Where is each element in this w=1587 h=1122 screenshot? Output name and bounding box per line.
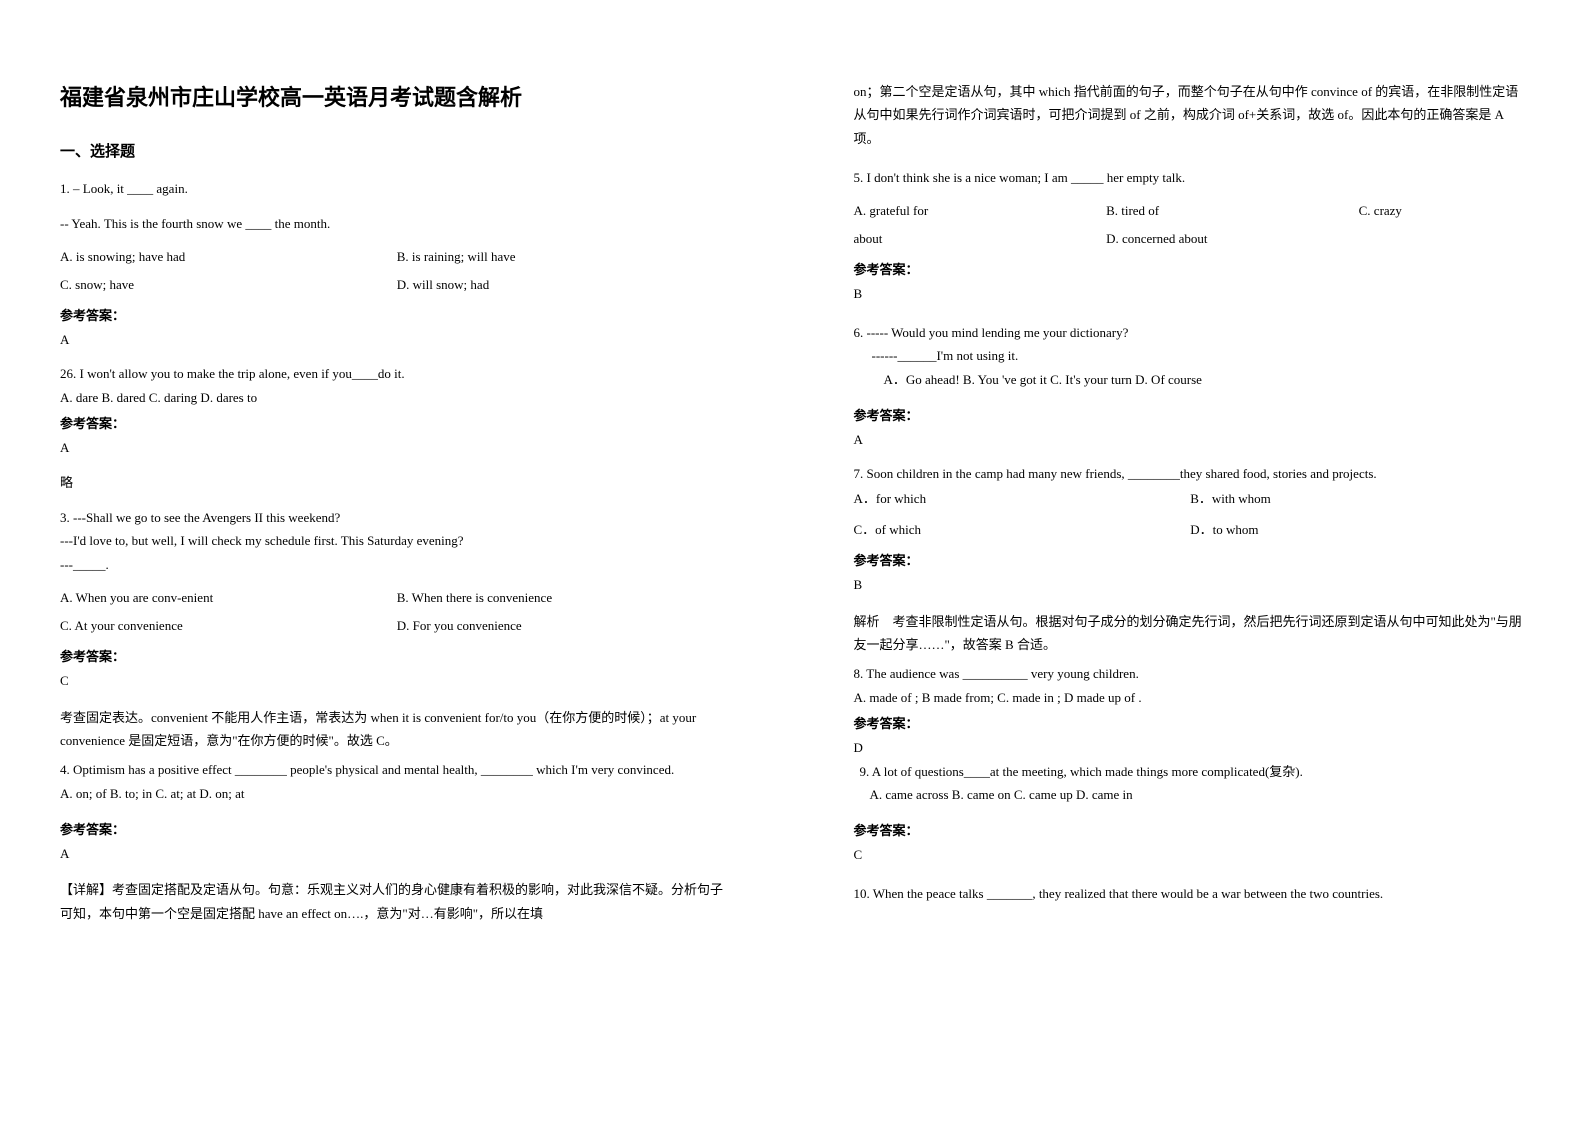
q5-optC: C. crazy [1359, 203, 1527, 219]
q7-optD: D．to whom [1190, 519, 1527, 538]
q9-ans: C [854, 845, 1528, 866]
q1-ans: A [60, 330, 734, 351]
q1-ans-label: 参考答案： [60, 305, 734, 324]
q7-ans-label: 参考答案： [854, 550, 1528, 569]
q7-optA: A．for which [854, 488, 1191, 507]
q26-stem: 26. I won't allow you to make the trip a… [60, 364, 734, 384]
q7-optB: B．with whom [1190, 488, 1527, 507]
q5-ans-label: 参考答案： [854, 259, 1528, 278]
q4-opts: A. on; of B. to; in C. at; at D. on; at [60, 784, 734, 805]
q3-optC: C. At your convenience [60, 618, 397, 634]
page-title: 福建省泉州市庄山学校高一英语月考试题含解析 [60, 80, 734, 112]
q6-ans: A [854, 430, 1528, 451]
q3-ans-label: 参考答案： [60, 646, 734, 665]
q1-optC: C. snow; have [60, 277, 397, 293]
q4-ans: A [60, 844, 734, 865]
q8-stem: 8. The audience was __________ very youn… [854, 664, 1528, 684]
q9-opts: A. came across B. came on C. came up D. … [854, 785, 1528, 806]
q7-ans: B [854, 575, 1528, 596]
q26-ans: A [60, 438, 734, 459]
q10-stem: 10. When the peace talks _______, they r… [854, 884, 1528, 905]
q7-optC: C．of which [854, 519, 1191, 538]
q9-stem: 9. A lot of questions____at the meeting,… [854, 762, 1528, 782]
q6-opts: A．Go ahead! B. You 've got it C. It's yo… [854, 370, 1528, 391]
q3-stem2: ---I'd love to, but well, I will check m… [60, 531, 734, 551]
q5-optD: D. concerned about [1106, 231, 1527, 247]
q5-optA: A. grateful for [854, 203, 1107, 219]
q7-explain: 解析 考查非限制性定语从句。根据对句子成分的划分确定先行词，然后把先行词还原到定… [854, 610, 1528, 657]
q3-optB: B. When there is convenience [397, 590, 734, 606]
q6-stem1: 6. ----- Would you mind lending me your … [854, 323, 1528, 343]
q4-stem: 4. Optimism has a positive effect ______… [60, 760, 734, 780]
q26-skip: 略 [60, 473, 734, 494]
q1-stem1: 1. – Look, it ____ again. [60, 179, 734, 200]
q4-ans-label: 参考答案： [60, 819, 734, 838]
q7-stem: 7. Soon children in the camp had many ne… [854, 464, 1528, 484]
q1-optA: A. is snowing; have had [60, 249, 397, 265]
q8-ans: D [854, 738, 1528, 758]
q1-optD: D. will snow; had [397, 277, 734, 293]
q5-stem: 5. I don't think she is a nice woman; I … [854, 168, 1528, 189]
q3-stem3: ---_____. [60, 555, 734, 576]
q8-opts: A. made of ; B made from; C. made in ; D… [854, 688, 1528, 708]
q4-explain2: on；第二个空是定语从句，其中 which 指代前面的句子，而整个句子在从句中作… [854, 80, 1528, 150]
q5-optB: B. tired of [1106, 203, 1359, 219]
q26-opts: A. dare B. dared C. daring D. dares to [60, 388, 734, 408]
q5-optCx: about [854, 231, 1107, 247]
q3-optD: D. For you convenience [397, 618, 734, 634]
q1-optB: B. is raining; will have [397, 249, 734, 265]
q8-ans-label: 参考答案： [854, 713, 1528, 732]
q6-stem2: ------______I'm not using it. [854, 346, 1528, 366]
q3-optA: A. When you are conv-enient [60, 590, 397, 606]
q1-stem2: -- Yeah. This is the fourth snow we ____… [60, 214, 734, 235]
q9-ans-label: 参考答案： [854, 820, 1528, 839]
section-heading: 一、选择题 [60, 140, 734, 161]
q6-ans-label: 参考答案： [854, 405, 1528, 424]
q3-explain: 考查固定表达。convenient 不能用人作主语，常表达为 when it i… [60, 706, 734, 753]
q26-ans-label: 参考答案： [60, 413, 734, 432]
q3-stem1: 3. ---Shall we go to see the Avengers II… [60, 508, 734, 528]
q3-ans: C [60, 671, 734, 692]
q5-ans: B [854, 284, 1528, 305]
q4-explain1: 【详解】考查固定搭配及定语从句。句意：乐观主义对人们的身心健康有着积极的影响，对… [60, 878, 734, 925]
